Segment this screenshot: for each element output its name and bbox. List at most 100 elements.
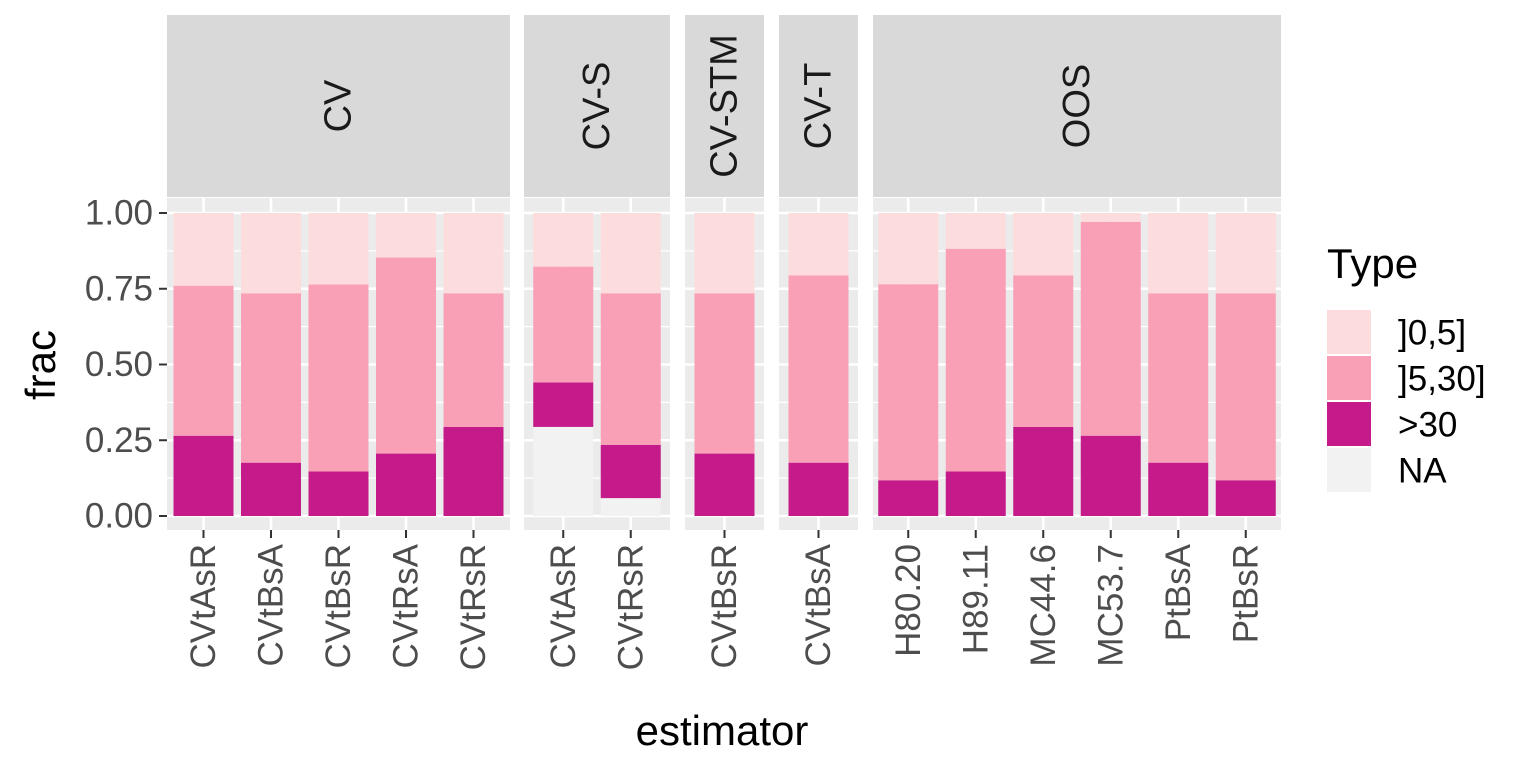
bar-stack-PtBsA (1148, 213, 1209, 516)
legend-label: NA (1398, 452, 1447, 491)
bar-segment-gt30 (241, 462, 301, 516)
legend-item: NA (1327, 448, 1447, 492)
y-tick-label: 1.00 (85, 194, 153, 233)
legend-label: >30 (1398, 406, 1457, 445)
facet-strip (685, 15, 764, 197)
legend-title: Type (1327, 240, 1418, 287)
facet-strip-label: CV-STM (704, 34, 746, 178)
bar-segment-0-5 (1148, 213, 1209, 294)
bar-segment-0-5 (533, 213, 594, 267)
x-tick-label: CVtAsR (544, 544, 583, 668)
bar-segment-na (600, 498, 661, 516)
bar-segment-gt30 (1013, 426, 1074, 516)
bar-segment-gt30 (1080, 435, 1141, 516)
x-tick-label: CVtRsA (387, 543, 426, 668)
facet-cv: CV CVtAsR CVtBsA CVtBsR CVtRsA CVtRsR (167, 15, 510, 670)
legend-label: ]5,30] (1398, 360, 1486, 399)
x-tick-label: CVtAsR (184, 544, 223, 668)
bar-stack-CVtBsA (788, 213, 849, 516)
bar-segment-5-30 (376, 257, 436, 454)
bar-stack-CVtAsR (533, 213, 594, 516)
bar-segment-0-5 (1080, 213, 1141, 222)
bar-segment-5-30 (1013, 275, 1074, 427)
bar-segment-5-30 (788, 275, 849, 463)
y-tick-label: 0.50 (85, 345, 153, 384)
x-tick-label: PtBsR (1226, 544, 1265, 643)
bar-segment-0-5 (443, 213, 504, 294)
y-tick-label: 0.75 (85, 269, 153, 308)
bar-segment-0-5 (600, 213, 661, 294)
bar-segment-0-5 (1215, 213, 1276, 294)
bar-stack-H80.20 (878, 213, 939, 516)
bar-segment-5-30 (1080, 221, 1141, 436)
bar-segment-5-30 (533, 266, 594, 383)
bar-stack-CVtRsA (376, 213, 436, 516)
facet-cv-stm: CV-STM CVtBsR (685, 15, 764, 668)
legend-item: ]5,30] (1327, 356, 1486, 400)
bar-segment-0-5 (376, 213, 436, 258)
legend-key (1327, 402, 1371, 446)
x-tick-label: MC44.6 (1024, 544, 1063, 667)
x-tick-label: CVtBsR (319, 544, 358, 668)
legend-label: ]0,5] (1398, 314, 1466, 353)
bar-segment-5-30 (308, 284, 369, 472)
legend-key (1327, 310, 1371, 354)
facet-strip (167, 15, 510, 197)
bar-stack-CVtRsR (600, 213, 661, 516)
bar-segment-gt30 (1215, 480, 1276, 516)
bar-segment-gt30 (443, 426, 504, 516)
x-tick-label: H80.20 (889, 544, 928, 657)
bar-segment-gt30 (376, 453, 436, 516)
bar-segment-5-30 (443, 293, 504, 427)
bar-segment-gt30 (694, 453, 755, 516)
y-axis: 0.00 0.25 0.50 0.75 1.00 (85, 194, 167, 536)
x-axis-title: estimator (636, 707, 809, 754)
bar-segment-na (533, 426, 594, 516)
x-tick-label: MC53.7 (1091, 544, 1130, 667)
bar-segment-0-5 (308, 213, 369, 285)
facet-strip (873, 15, 1281, 197)
legend-key (1327, 356, 1371, 400)
bar-segment-5-30 (1148, 293, 1209, 463)
legend: Type ]0,5] ]5,30] >30 NA (1327, 240, 1486, 492)
bar-stack-H89.11 (945, 213, 1006, 516)
x-tick-label: CVtRsR (611, 544, 650, 670)
bar-segment-gt30 (600, 444, 661, 499)
facet-strip-label: OOS (1056, 64, 1098, 148)
bar-segment-gt30 (878, 480, 939, 516)
bar-stack-CVtRsR (443, 213, 504, 516)
bar-segment-5-30 (241, 293, 301, 463)
bar-stack-CVtBsA (241, 213, 301, 516)
y-axis-title: frac (17, 330, 64, 400)
facet-strip (524, 15, 670, 197)
bar-segment-5-30 (945, 248, 1006, 472)
y-tick-label: 0.00 (85, 497, 153, 536)
bar-segment-0-5 (173, 213, 234, 286)
x-tick-label: CVtBsR (705, 544, 744, 668)
bar-segment-gt30 (1148, 462, 1209, 516)
bar-segment-5-30 (694, 293, 755, 454)
bar-segment-gt30 (533, 382, 594, 427)
facet-strip-label: CV-S (576, 62, 618, 151)
bar-segment-gt30 (308, 471, 369, 516)
bar-segment-0-5 (1013, 213, 1074, 276)
bar-segment-0-5 (878, 213, 939, 285)
y-tick-label: 0.25 (85, 421, 153, 460)
facet-panels: CV CVtAsR CVtBsA CVtBsR CVtRsA CVtRsR CV-S CVtA… (167, 15, 1281, 670)
x-tick-label: CVtBsA (799, 543, 838, 666)
facet-strip-label: CV (318, 79, 360, 132)
bar-segment-5-30 (1215, 293, 1276, 481)
legend-item: ]0,5] (1327, 310, 1466, 354)
x-tick-label: PtBsA (1159, 543, 1198, 641)
legend-key (1327, 448, 1371, 492)
bar-segment-0-5 (788, 213, 849, 276)
facet-cv-s: CV-S CVtAsR CVtRsR (524, 15, 670, 670)
facet-oos: OOS H80.20 H89.11 MC44.6 MC53.7 PtBsA PtBsR (873, 15, 1281, 667)
legend-item: >30 (1327, 402, 1457, 446)
bar-stack-MC53.7 (1080, 213, 1141, 516)
bar-segment-0-5 (241, 213, 301, 294)
bar-stack-MC44.6 (1013, 213, 1074, 516)
bar-segment-5-30 (600, 293, 661, 445)
facet-cv-t: CV-T CVtBsA (779, 15, 858, 667)
